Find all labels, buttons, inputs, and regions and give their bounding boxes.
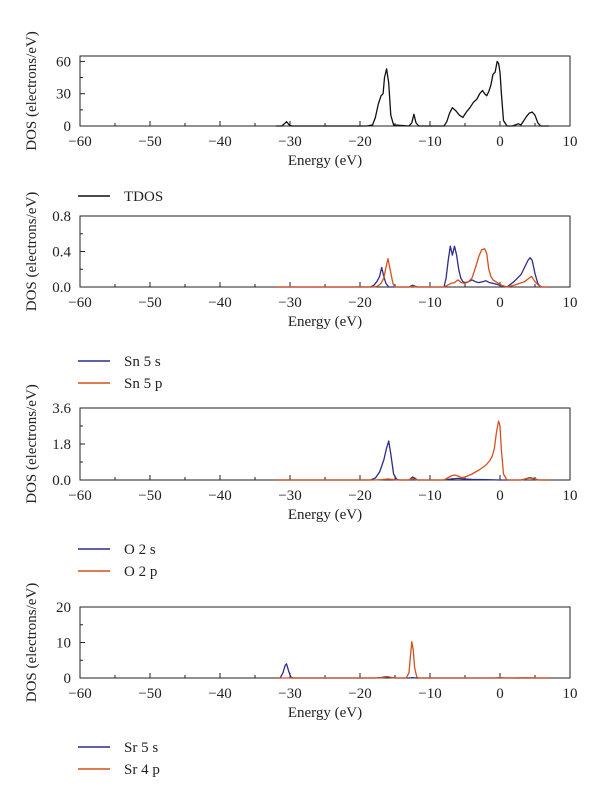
series-line-tdos	[276, 60, 549, 127]
x-tick-label: −50	[138, 134, 161, 150]
series-line-sn-5-p	[276, 248, 549, 288]
y-tick-label: 0	[64, 119, 72, 135]
x-tick-label: 0	[496, 295, 504, 311]
x-tick-label: −30	[278, 134, 301, 150]
x-tick-label: 10	[563, 134, 578, 150]
x-tick-label: −40	[208, 686, 231, 702]
x-tick-label: −20	[348, 488, 371, 504]
y-tick-label: 0.0	[52, 473, 71, 489]
y-tick-label: 3.6	[52, 401, 71, 417]
x-tick-label: −50	[138, 686, 161, 702]
y-tick-label: 10	[56, 636, 71, 652]
plot-frame	[79, 606, 571, 679]
x-axis-label: Energy (eV)	[288, 153, 362, 169]
y-axis-label: DOS (electrons/eV)	[24, 384, 40, 504]
x-axis-label: Energy (eV)	[288, 705, 362, 721]
x-tick-label: −40	[208, 295, 231, 311]
x-tick-label: −20	[348, 686, 371, 702]
x-tick-label: −50	[138, 295, 161, 311]
series-line-o-2-s	[276, 440, 549, 481]
x-tick-label: −10	[418, 488, 441, 504]
x-tick-label: −50	[138, 488, 161, 504]
series-line-sn-5-s	[276, 245, 549, 288]
x-tick-label: 0	[496, 134, 504, 150]
x-tick-label: −10	[418, 686, 441, 702]
x-tick-label: −60	[68, 488, 91, 504]
x-tick-label: 0	[496, 686, 504, 702]
y-tick-label: 0.0	[52, 280, 71, 296]
x-tick-label: −10	[418, 295, 441, 311]
y-axis-label: DOS (electrons/eV)	[24, 192, 40, 312]
y-axis-label: DOS (electrons/eV)	[24, 583, 40, 703]
legend-label: Sr 4 p	[124, 762, 160, 778]
x-tick-label: 0	[496, 488, 504, 504]
x-axis-label: Energy (eV)	[288, 314, 362, 330]
legend-label: Sr 5 s	[124, 740, 158, 756]
x-tick-label: −30	[278, 686, 301, 702]
plot-frame	[79, 215, 571, 288]
legend-label: TDOS	[124, 189, 163, 205]
x-tick-label: −40	[208, 134, 231, 150]
y-tick-label: 1.8	[52, 437, 71, 453]
x-tick-label: −60	[68, 295, 91, 311]
y-tick-label: 0.4	[52, 245, 71, 261]
x-tick-label: −60	[68, 686, 91, 702]
y-tick-label: 30	[56, 87, 71, 103]
x-tick-label: −30	[278, 295, 301, 311]
legend-label: Sn 5 p	[124, 376, 162, 392]
y-tick-label: 0.8	[52, 209, 71, 225]
y-tick-label: 0	[64, 671, 72, 687]
x-tick-label: −20	[348, 295, 371, 311]
x-tick-label: 10	[563, 488, 578, 504]
series-line-sr-4-p	[276, 641, 549, 679]
series-line-sr-5-s	[276, 663, 549, 679]
y-axis-label: DOS (electrons/eV)	[24, 31, 40, 151]
x-tick-label: −40	[208, 488, 231, 504]
legend-label: O 2 s	[124, 542, 156, 558]
x-tick-label: −60	[68, 134, 91, 150]
series-line-o-2-p	[276, 420, 549, 481]
y-tick-label: 60	[56, 54, 71, 70]
plot-frame	[79, 407, 571, 481]
x-axis-label: Energy (eV)	[288, 507, 362, 523]
x-tick-label: −30	[278, 488, 301, 504]
dos-panel-2: −60 −50 −40 −30 −20 −10 0 10 0.0 0.4 0.8 Energy (eV…	[24, 192, 578, 392]
y-tick-label: 20	[56, 600, 71, 616]
dos-panel-1: −60 −50 −40 −30 −20 −10 0 10 0 30 60 Energy (eV) DOS…	[24, 31, 578, 205]
dos-panel-3: −60 −50 −40 −30 −20 −10 0 10 0.0 1.8 3.6 Energy (eV…	[24, 384, 578, 580]
x-tick-label: 10	[563, 686, 578, 702]
legend-label: O 2 p	[124, 564, 157, 580]
x-tick-label: −10	[418, 134, 441, 150]
legend-label: Sn 5 s	[124, 354, 161, 370]
dos-panel-4: −60 −50 −40 −30 −20 −10 0 10 0 10 20 Energy (eV) DOS…	[24, 583, 578, 778]
x-tick-label: 10	[563, 295, 578, 311]
x-tick-label: −20	[348, 134, 371, 150]
